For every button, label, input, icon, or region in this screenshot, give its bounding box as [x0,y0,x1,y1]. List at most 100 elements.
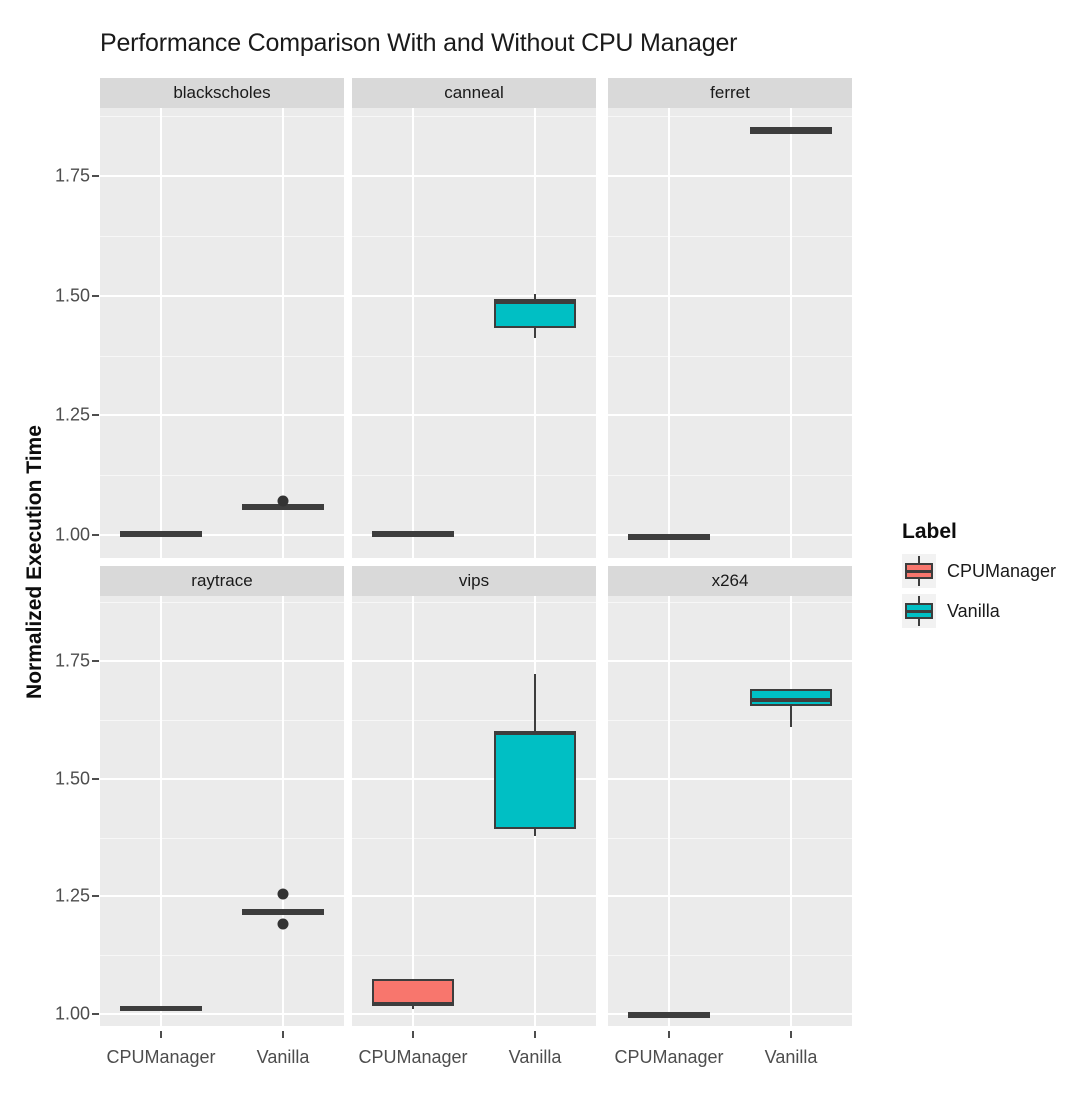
gridline-major [100,294,344,297]
vgridline-major [282,596,284,1026]
gridline-minor [352,235,596,237]
x-tick-mark [668,1031,670,1038]
legend-key-vanilla [902,594,936,628]
gridline-major [100,895,344,898]
facet-strip-raytrace: raytrace [100,566,344,596]
gridline-major [608,660,852,662]
x-tick-label-cpumanager: CPUManager [614,1047,724,1067]
outlier-point [277,918,289,930]
gridline-minor [608,355,852,357]
gridline-minor [100,355,344,357]
gridline-minor [608,602,852,604]
whisker-upper [534,674,536,731]
facet-strip-ferret: ferret [608,78,852,108]
whisker-lower [534,829,536,837]
gridline-major [608,175,852,177]
gridline-minor [352,837,596,839]
y-tick-mark [92,1013,99,1015]
x-tick-mark [534,1031,536,1038]
y-tick-mark [92,660,99,662]
gridline-major [352,1013,596,1015]
gridline-major [352,175,596,177]
gridline-major [100,414,344,417]
legend: Label CPUManager Vanilla [902,520,1056,634]
median-line [628,533,710,538]
legend-whisker-bottom-icon [918,578,920,586]
gridline-major [608,414,852,417]
median-line [120,1005,202,1010]
vgridline-major [412,596,414,1026]
vgridline-major [412,108,414,558]
legend-items: CPUManager Vanilla [902,554,1056,628]
gridline-minor [100,955,344,957]
y-tick-label: 1.50 [54,285,90,306]
legend-median-icon [905,610,933,613]
legend-item-vanilla[interactable]: Vanilla [902,594,1056,628]
gridline-major [608,895,852,898]
median-line [494,299,576,304]
facet-label: canneal [444,83,504,102]
gridline-major [352,294,596,297]
legend-item-cpumanager[interactable]: CPUManager [902,554,1056,588]
gridline-minor [352,355,596,357]
gridline-minor [608,475,852,477]
vgridline-major [668,596,670,1026]
x-tick-mark [160,1031,162,1038]
facet-strip-blackscholes: blackscholes [100,78,344,108]
facet-label: raytrace [191,571,253,590]
gridline-major [100,175,344,177]
x-tick-label-vanilla: Vanilla [764,1047,818,1067]
gridline-major [608,534,852,536]
x-tick-label-vanilla: Vanilla [256,1047,310,1067]
vgridline-major [282,108,284,558]
legend-whisker-top-icon [918,556,920,564]
legend-title: Label [902,520,957,543]
median-line [242,909,324,914]
x-tick-label-cpumanager: CPUManager [106,1047,216,1067]
gridline-minor [352,116,596,118]
legend-label: Vanilla [947,600,1000,621]
gridline-minor [100,116,344,118]
y-tick-mark [92,414,99,417]
panel-ferret [608,108,852,558]
y-tick-label: 1.75 [54,650,90,671]
gridline-major [352,414,596,417]
median-line [120,531,202,536]
gridline-major [100,777,344,780]
facet-strip-vips: vips [352,566,596,596]
gridline-major [100,534,344,536]
median-line [750,697,832,702]
y-tick-label: 1.00 [54,1003,90,1024]
outlier-point [277,888,289,900]
gridline-minor [100,837,344,839]
facet-strip-x264: x264 [608,566,852,596]
boxplot-vanilla [494,730,576,830]
y-tick-mark [92,895,99,898]
y-tick-label: 1.25 [54,885,90,906]
gridline-minor [608,719,852,721]
gridline-minor [608,837,852,839]
median-line [372,530,454,535]
median-line [372,1002,454,1007]
vgridline-major [790,596,792,1026]
legend-median-icon [905,570,933,573]
facet-label: blackscholes [173,83,271,102]
facet-label: x264 [711,571,749,590]
legend-whisker-bottom-icon [918,618,920,626]
gridline-minor [100,475,344,477]
x-tick-mark [790,1031,792,1038]
gridline-major [100,660,344,662]
panel-raytrace [100,596,344,1026]
gridline-major [352,777,596,780]
facet-strip-canneal: canneal [352,78,596,108]
gridline-minor [352,602,596,604]
whisker-upper [534,294,536,300]
gridline-minor [352,475,596,477]
panel-blackscholes [100,108,344,558]
y-tick-label: 1.50 [54,768,90,789]
gridline-major [100,1013,344,1015]
gridline-minor [608,116,852,118]
gridline-major [352,534,596,536]
x-tick-label-cpumanager: CPUManager [358,1047,468,1067]
